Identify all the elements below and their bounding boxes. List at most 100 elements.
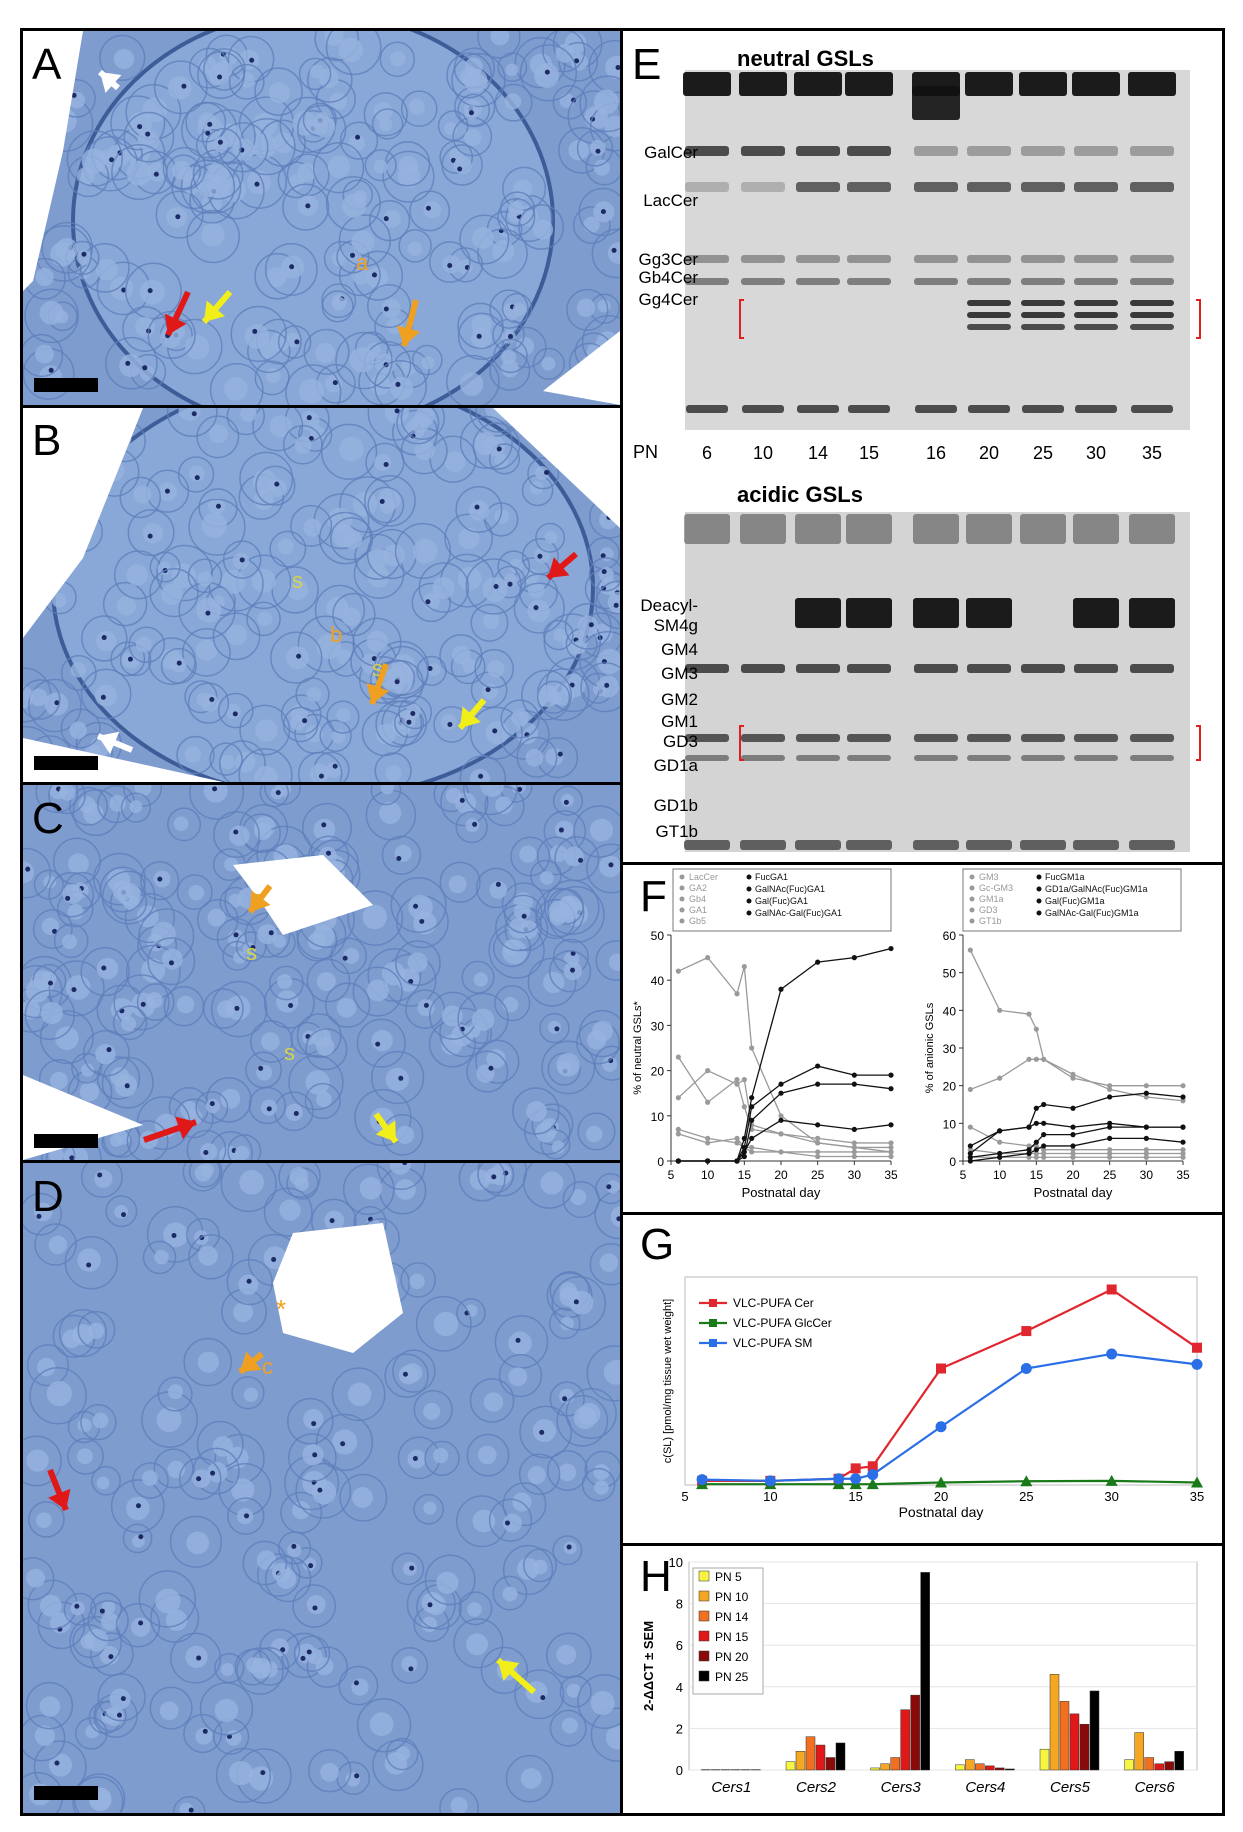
cell-outline (195, 1090, 229, 1124)
nucleolus-dot (175, 214, 181, 220)
cell-outline (69, 1615, 122, 1669)
bar (1005, 1768, 1015, 1771)
nucleolus-dot (574, 58, 580, 64)
cell-outline (577, 1112, 616, 1151)
gb4-band (1074, 278, 1118, 285)
cell-outline (315, 1413, 374, 1472)
cell-outline (182, 628, 231, 677)
orange-arrow (238, 1351, 264, 1375)
category-label: Cers3 (881, 1779, 922, 1796)
front-band (915, 405, 957, 413)
cell-nucleus (186, 1531, 210, 1555)
nucleolus-dot (491, 1174, 497, 1180)
cell-outline (127, 509, 175, 557)
legend-marker (698, 1570, 710, 1582)
cell-outline (513, 582, 565, 634)
nucleolus-dot (308, 1563, 314, 1569)
legend-neutral (672, 868, 892, 932)
x-tick-label: 15 (848, 1489, 862, 1504)
data-point (778, 1081, 784, 1087)
bar (995, 1767, 1005, 1771)
cell-nucleus (362, 904, 387, 930)
cell-nucleus (597, 648, 620, 674)
cell-outline (384, 1353, 429, 1398)
series-line (969, 949, 1183, 1087)
nucleolus-dot (239, 557, 245, 563)
cell-outline (439, 140, 474, 174)
gm3-band (741, 664, 785, 673)
cell-nucleus (390, 376, 414, 400)
cell-nucleus (198, 112, 217, 131)
gd3-band (914, 734, 958, 742)
cell-outline (226, 408, 265, 436)
nucleolus-dot (258, 1065, 264, 1071)
gm3-band (914, 664, 958, 673)
cell-outline (494, 1315, 549, 1369)
nucleolus-dot (153, 171, 159, 177)
cell-outline (288, 1433, 337, 1482)
cell-nucleus (556, 1644, 577, 1665)
gg3-band (967, 255, 1011, 263)
nucleolus-dot (203, 1149, 209, 1155)
acidic-gel (685, 512, 1190, 852)
data-point (1107, 1120, 1113, 1126)
cell-nucleus (606, 1180, 620, 1194)
band-label-gm4: GM4 (661, 640, 698, 659)
cell-nucleus (516, 337, 535, 356)
lumen-space (23, 31, 83, 291)
bar (975, 1763, 985, 1771)
cell-nucleus (513, 179, 533, 199)
cell-nucleus (349, 347, 375, 373)
nucleolus-dot (608, 862, 614, 868)
nucleolus-dot (425, 205, 431, 211)
cell-outline (488, 1498, 533, 1542)
cell-nucleus (508, 200, 524, 217)
cell-outline (522, 1163, 576, 1209)
cell-nucleus (109, 1688, 131, 1710)
nucleolus-dot (495, 881, 501, 887)
cell-outline (363, 92, 408, 137)
cell-nucleus (504, 93, 522, 110)
nucleolus-dot (371, 272, 377, 278)
data-point (997, 1139, 1003, 1145)
cell-nucleus (576, 298, 596, 317)
cell-outline (367, 948, 422, 1002)
cell-outline (441, 144, 483, 186)
nucleolus-dot (611, 247, 617, 253)
cell-outline (256, 1553, 301, 1597)
data-point (778, 1149, 784, 1155)
cell-outline (458, 1591, 493, 1626)
cell-nucleus (178, 408, 201, 421)
cell-outline (184, 680, 218, 714)
nucleolus-dot (217, 74, 223, 80)
acidic-origin-band (1073, 514, 1119, 544)
cell-outline (91, 1465, 121, 1496)
cell-outline (366, 284, 412, 329)
gm3-band (1074, 664, 1118, 673)
yellow-arrow (373, 1112, 399, 1144)
band-label-gm2: GM2 (661, 690, 698, 709)
cell-outline (364, 475, 416, 527)
cell-nucleus (276, 990, 299, 1013)
data-point (741, 1077, 747, 1083)
cell-nucleus (316, 971, 336, 991)
white-arrow (96, 731, 134, 754)
data-point (675, 968, 681, 974)
data-point (1107, 1124, 1113, 1130)
data-point (967, 1154, 973, 1160)
cell-outline (588, 39, 620, 94)
gg3-band (685, 255, 729, 263)
cell-nucleus (226, 624, 248, 646)
cell-outline (53, 923, 89, 959)
cell-nucleus (39, 300, 64, 325)
cell-outline (338, 214, 391, 267)
y-tick-label: 2 (676, 1721, 683, 1736)
y-tick-label: 40 (651, 974, 665, 988)
cell-outline (381, 835, 422, 875)
cell-outline (102, 581, 148, 627)
nucleolus-dot (616, 1216, 620, 1222)
nucleolus-dot (493, 584, 499, 590)
data-point (833, 1473, 845, 1485)
data-point (1026, 1056, 1032, 1062)
cell-outline (521, 538, 559, 575)
